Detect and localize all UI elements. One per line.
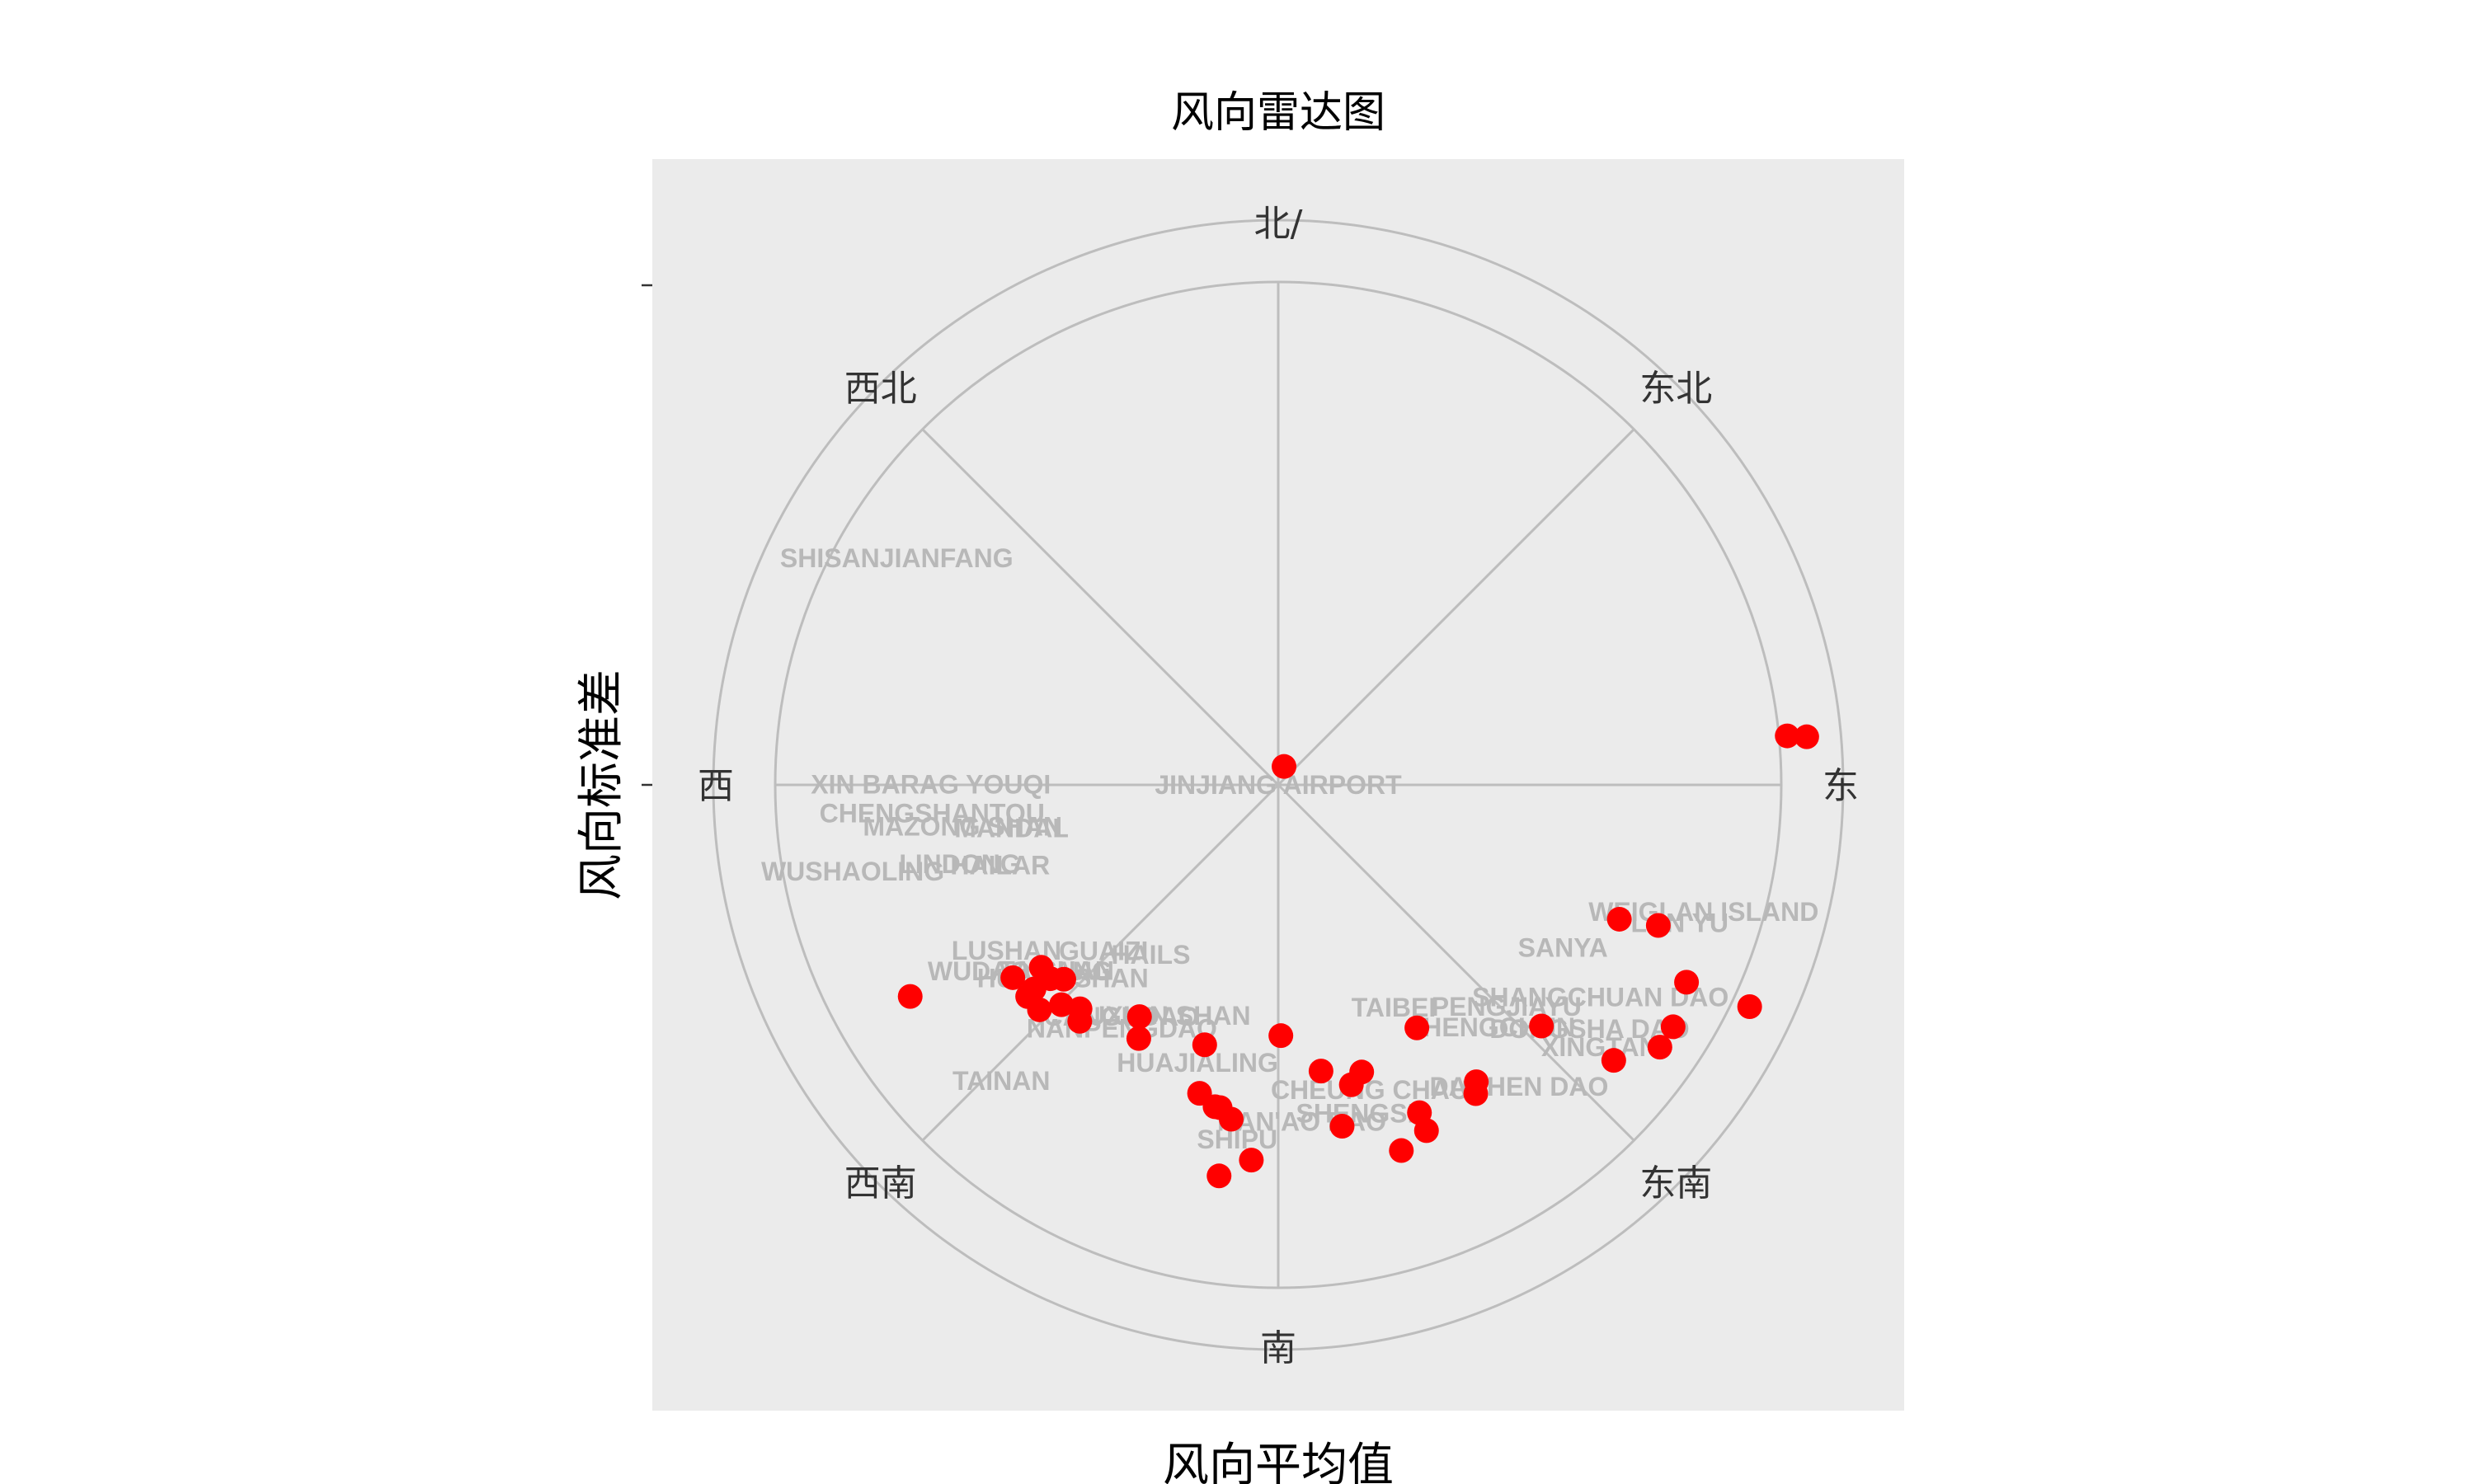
data-point: [1272, 754, 1297, 779]
grid-ring-2: [712, 218, 1845, 1351]
data-point: [1463, 1081, 1489, 1106]
data-point: [1606, 906, 1632, 932]
data-point: [1338, 1072, 1364, 1097]
data-point: [1202, 1094, 1228, 1120]
data-point: [1404, 1015, 1430, 1040]
station-label: XINGTAN: [1541, 1032, 1658, 1062]
data-point: [897, 984, 923, 1009]
station-label: HAILAR: [950, 850, 1050, 880]
data-point: [1674, 970, 1700, 995]
station-label: SANYA: [1518, 933, 1608, 963]
data-point: [1192, 1032, 1217, 1058]
data-points: [897, 723, 1819, 1189]
direction-label: 西北: [844, 368, 917, 410]
direction-label: 东南: [1639, 1162, 1712, 1205]
data-point: [1529, 1013, 1554, 1039]
station-label: XIN BARAG YOUQI: [811, 769, 1051, 799]
data-point: [1126, 1026, 1151, 1051]
station-label: LINDONG: [899, 849, 1021, 879]
data-point: [1015, 984, 1041, 1009]
station-label: MANDAL: [954, 813, 1069, 843]
station-label: CHENGSHANTOU: [820, 799, 1045, 829]
data-point: [1647, 1035, 1672, 1060]
data-point: [1413, 1118, 1439, 1144]
station-label: WUSHAOLING: [761, 857, 944, 886]
data-point: [1067, 996, 1093, 1021]
data-point: [1206, 1163, 1232, 1189]
data-point: [1601, 1048, 1626, 1073]
data-point: [1239, 1148, 1264, 1173]
direction-label: 南: [1260, 1327, 1296, 1369]
grid-spoke-8: [921, 428, 1280, 787]
grid-spoke-2: [1277, 428, 1635, 787]
y-axis-title: 风向标准差: [575, 669, 628, 900]
station-label: PENGJIAYU: [1432, 992, 1582, 1021]
data-point: [1737, 994, 1762, 1020]
x-axis-title: 风向平均值: [1163, 1439, 1394, 1484]
direction-label: 北/: [1254, 203, 1303, 245]
grid-spoke-4: [1277, 783, 1635, 1142]
station-label: GUAIZI: [1059, 937, 1148, 966]
data-point: [1126, 1004, 1152, 1030]
data-point: [1660, 1014, 1686, 1040]
station-label: LAN YU: [1630, 909, 1729, 938]
station-label: MAZONG SHAN: [863, 811, 1062, 841]
data-point: [1049, 992, 1075, 1017]
data-point: [1645, 913, 1671, 938]
station-label: TAINAN: [952, 1066, 1051, 1096]
station-label: NANPENGDAO: [1027, 1013, 1217, 1043]
station-label: DACHEN DAO: [1430, 1072, 1609, 1101]
station-label: SHISANJIANFANG: [780, 543, 1014, 573]
data-point: [1000, 965, 1026, 990]
direction-label: 西南: [844, 1162, 917, 1205]
data-point: [1389, 1138, 1414, 1163]
direction-label: 东北: [1639, 368, 1712, 410]
station-label: SHENGSI: [1296, 1099, 1414, 1129]
data-point: [1268, 1023, 1294, 1049]
grid-spoke-6: [921, 783, 1280, 1142]
station-label: JIUXIAN SHAN: [1065, 1001, 1251, 1031]
data-point: [1329, 1114, 1355, 1139]
station-label: HAILS: [1111, 940, 1190, 970]
data-point: [1308, 1059, 1333, 1084]
data-point: [1028, 955, 1054, 980]
direction-label: 西: [698, 765, 734, 807]
data-point: [1794, 724, 1819, 749]
station-label: NAN'AO DAO: [1217, 1107, 1386, 1137]
chart-title: 风向雷达图: [1171, 88, 1385, 138]
data-point: [1775, 723, 1800, 749]
direction-label: 东: [1823, 765, 1859, 807]
